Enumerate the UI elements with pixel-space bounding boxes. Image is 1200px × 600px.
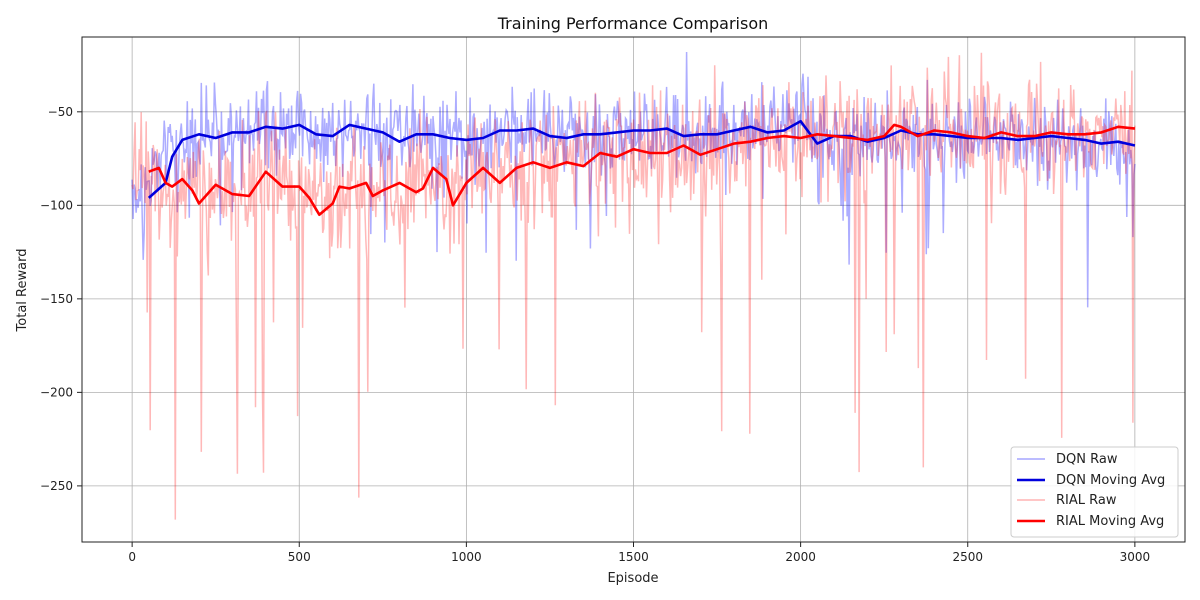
series-line-rial-moving-avg — [148, 123, 1136, 216]
y-tick-label: −150 — [40, 292, 73, 306]
y-axis-label: Total Reward — [15, 249, 30, 333]
grid — [82, 37, 1185, 542]
moving-average-layer — [147, 119, 1136, 216]
x-tick-label: 1500 — [618, 550, 649, 564]
series-line-dqn-raw — [131, 51, 1136, 308]
y-tick-label: −200 — [40, 385, 73, 399]
legend-box — [1010, 446, 1179, 538]
chart-title: Training Performance Comparison — [497, 14, 769, 33]
y-tick-label: −250 — [40, 479, 73, 493]
legend-label-rial-avg: RIAL Moving Avg — [1056, 514, 1164, 529]
x-axis-label: Episode — [607, 571, 658, 586]
x-tick-label: 2500 — [952, 550, 983, 564]
y-tick-label: −100 — [40, 198, 73, 212]
x-tick-label: 1000 — [451, 550, 482, 564]
x-tick-label: 0 — [128, 550, 136, 564]
x-tick-label: 2000 — [785, 550, 816, 564]
legend-label-dqn-raw: DQN Raw — [1056, 452, 1118, 467]
x-tick-label: 3000 — [1120, 550, 1151, 564]
legend-label-rial-raw: RIAL Raw — [1056, 493, 1117, 508]
legend-label-dqn-avg: DQN Moving Avg — [1056, 473, 1165, 488]
y-tick-label: −50 — [48, 105, 73, 119]
x-axis-ticks: 0 500 1000 1500 2000 2500 3000 — [128, 542, 1150, 564]
raw-series-layer — [131, 51, 1136, 520]
y-axis-ticks: −250 −200 −150 −100 −50 — [40, 105, 82, 493]
x-tick-label: 500 — [288, 550, 311, 564]
legend: DQN Raw DQN Moving Avg RIAL Raw RIAL Mov… — [1010, 446, 1179, 538]
series-line-dqn-moving-avg — [147, 119, 1136, 199]
series-line-rial-raw — [131, 52, 1136, 520]
